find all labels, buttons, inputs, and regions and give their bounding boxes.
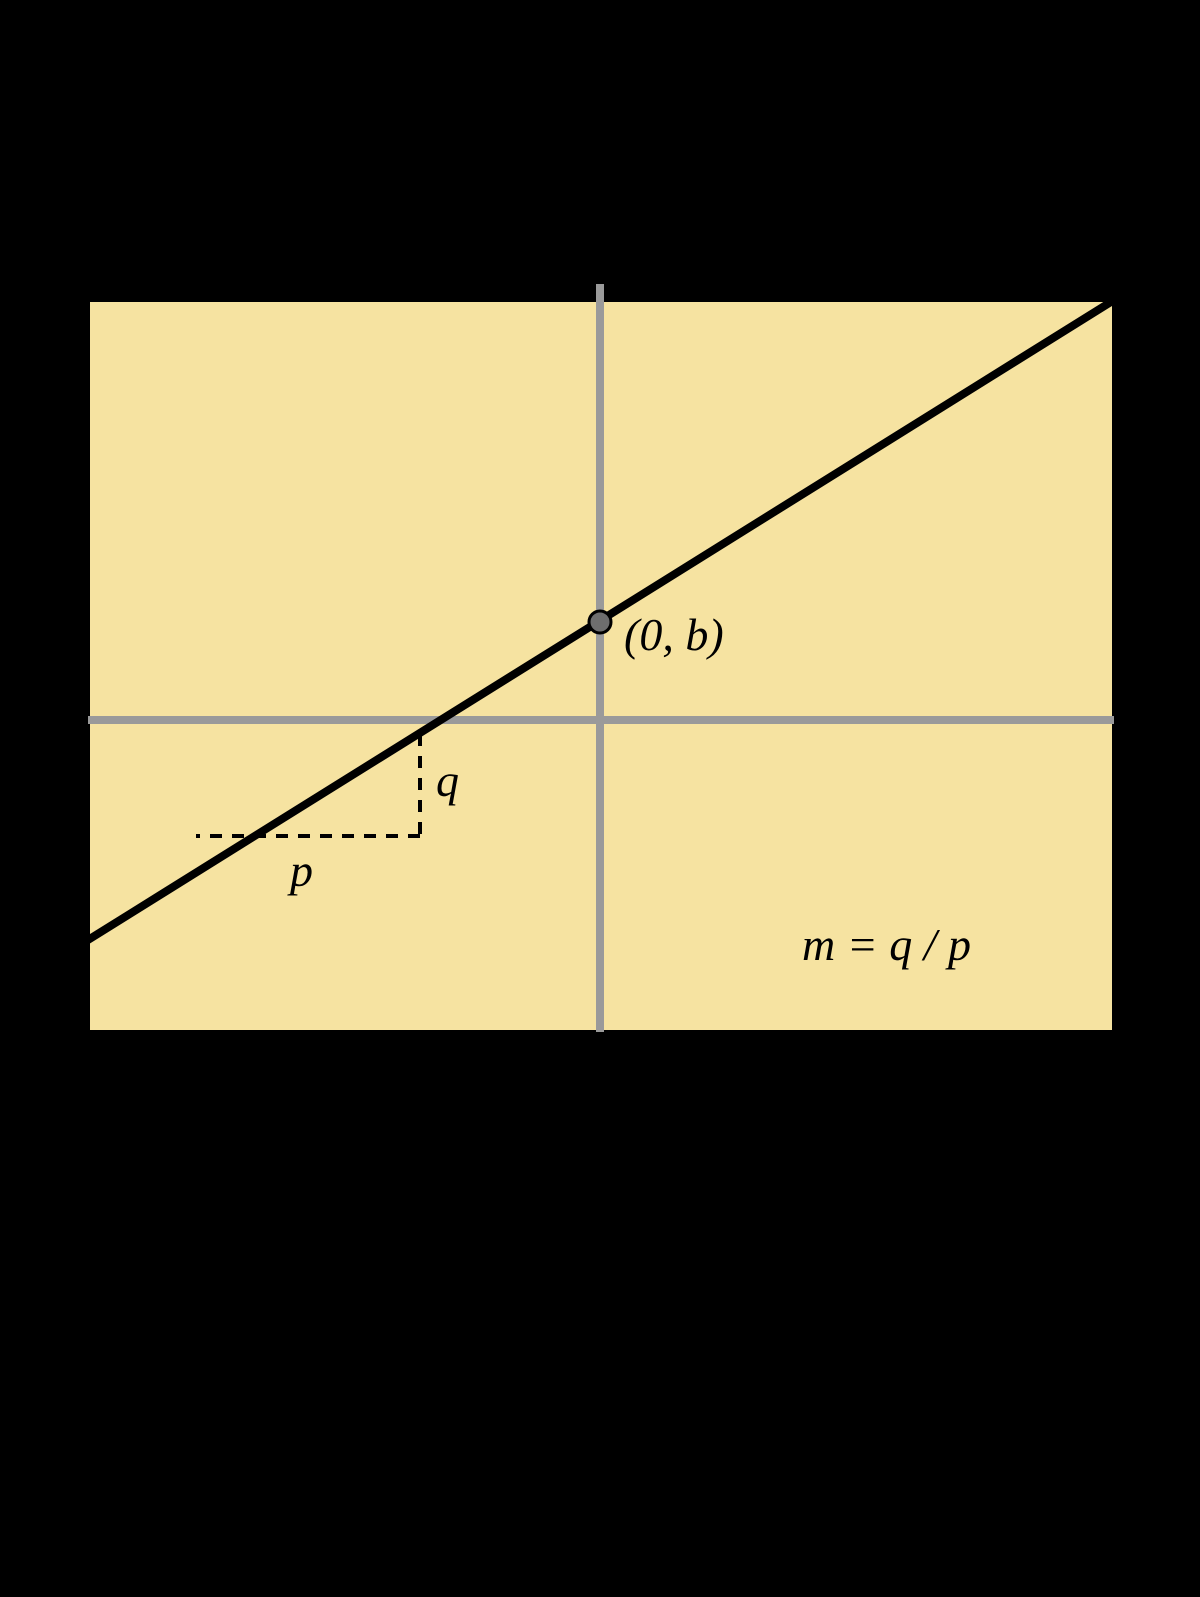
- diagram-svg: [0, 0, 1200, 1597]
- diagram-stage: (0, b) q p m = q / p: [0, 0, 1200, 1597]
- q-label: q: [436, 754, 459, 807]
- p-label: p: [290, 844, 313, 897]
- slope-formula-label: m = q / p: [802, 918, 971, 971]
- intercept-label: (0, b): [624, 608, 724, 661]
